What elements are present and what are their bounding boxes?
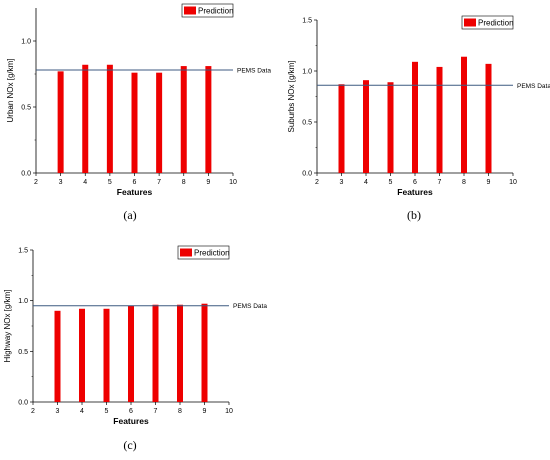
x-tick-label: 5 [108,179,112,186]
pems-reference-label: PEMS Data [237,68,271,75]
bar-feature-9 [205,66,212,173]
x-tick-label: 9 [203,408,207,415]
y-axis-title: Urban NOx [g/km] [6,58,15,122]
x-tick-label: 7 [157,179,161,186]
y-tick-label: 0.5 [302,120,312,127]
y-tick-label: 1.0 [18,298,28,305]
bar-feature-3 [57,71,64,173]
x-tick-label: 10 [225,408,233,415]
bar-feature-6 [128,305,134,402]
bar-feature-4 [82,64,89,173]
x-tick-label: 7 [438,179,442,186]
bar-feature-9 [485,63,492,173]
legend-label: Prediction [478,19,514,28]
x-axis-title: Features [117,187,153,197]
bar-feature-8 [180,66,187,173]
legend-label: Prediction [198,7,234,16]
panel-label: (b) [407,208,421,222]
pems-reference-label: PEMS Data [233,303,267,310]
bar-feature-6 [131,72,138,173]
x-tick-label: 6 [133,179,137,186]
x-tick-label: 5 [389,179,393,186]
x-tick-label: 2 [31,408,35,415]
x-tick-label: 8 [182,179,186,186]
x-tick-label: 2 [315,179,319,186]
bar-feature-6 [412,61,418,173]
bar-feature-7 [436,66,443,173]
x-tick-label: 4 [83,179,87,186]
x-tick-label: 2 [34,179,38,186]
y-tick-label: 0.0 [21,171,31,178]
legend-swatch [464,18,476,27]
bar-feature-3 [338,84,345,173]
x-tick-label: 9 [206,179,210,186]
x-tick-label: 5 [105,408,109,415]
panel-label: (a) [123,208,136,222]
y-tick-label: 1.5 [302,18,312,25]
x-tick-label: 10 [229,179,237,186]
y-tick-label: 1.5 [18,248,28,255]
bar-feature-4 [363,80,369,173]
bar-feature-7 [156,72,163,173]
x-tick-label: 4 [364,179,368,186]
y-tick-label: 0.0 [18,400,28,407]
x-tick-label: 8 [462,179,466,186]
x-tick-label: 8 [178,408,182,415]
x-tick-label: 9 [487,179,491,186]
bar-feature-3 [54,310,61,402]
y-axis-title: Highway NOx [g/km] [3,290,12,363]
y-tick-label: 0.5 [21,105,31,112]
legend-swatch [180,248,192,257]
x-tick-label: 10 [509,179,517,186]
chart-panel-3: 0.0 0.5 1.0 1.5 2 3 4 5 6 7 8 9 10 PEMS Data Predictio… [3,245,267,452]
y-tick-label: 1.0 [21,39,31,46]
x-tick-label: 3 [56,408,60,415]
x-axis-title: Features [397,187,433,197]
y-axis-title: Suburbs NOx [g/km] [287,60,296,132]
y-tick-label: 0.5 [18,349,28,356]
x-tick-label: 4 [80,408,84,415]
x-tick-label: 3 [340,179,344,186]
chart-panel-2: 0.0 0.5 1.0 1.5 2 3 4 5 6 7 8 9 10 PEMS Data Predictio… [287,15,550,222]
y-tick-label: 1.0 [302,69,312,76]
legend-swatch [184,6,196,15]
bar-feature-5 [103,308,110,402]
x-tick-label: 6 [129,408,133,415]
pems-reference-label: PEMS Data [517,83,550,90]
bar-feature-5 [387,82,394,173]
x-tick-label: 3 [59,179,63,186]
y-tick-label: 0.0 [302,171,312,178]
bar-feature-4 [79,308,85,402]
bar-feature-8 [177,304,183,402]
chart-panel-1: 0.0 0.5 1.0 2 3 4 5 6 7 8 9 10 PEMS Data Prediction Fe… [6,3,271,222]
x-axis-title: Features [113,416,149,426]
x-tick-label: 7 [154,408,158,415]
bar-feature-5 [106,64,113,173]
panel-label: (c) [123,438,136,452]
x-tick-label: 6 [413,179,417,186]
bar-feature-7 [152,304,159,402]
bar-feature-9 [201,303,208,402]
legend-label: Prediction [194,249,230,258]
bar-feature-8 [461,56,467,173]
